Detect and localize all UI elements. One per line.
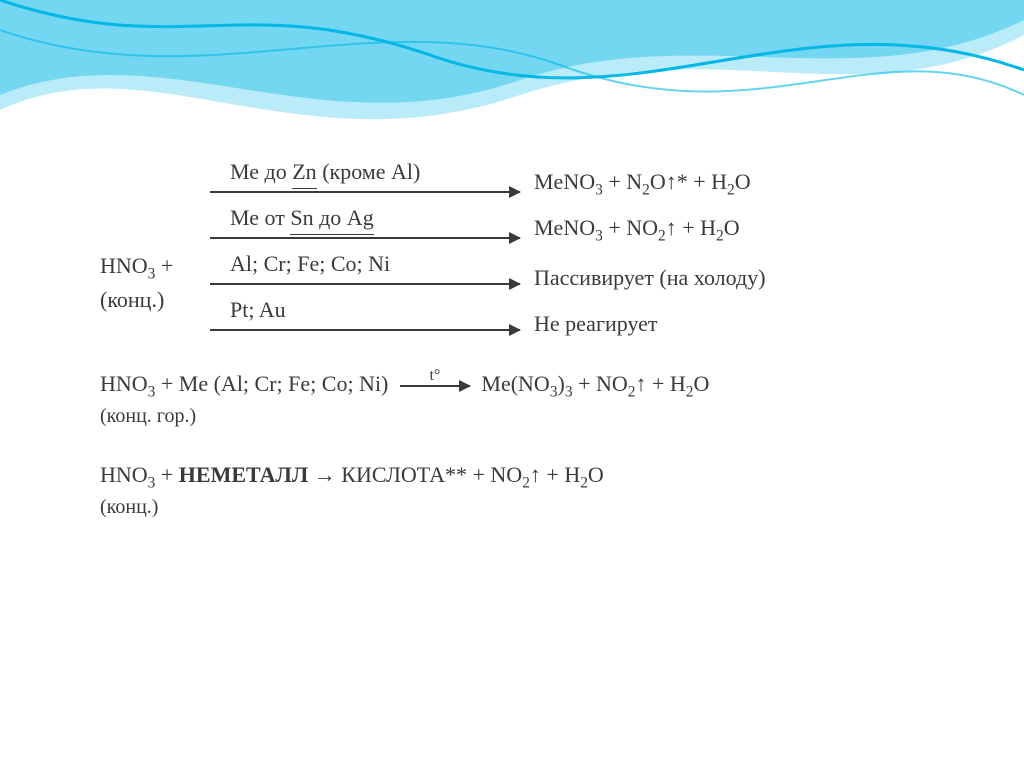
- branch-3-condition: Al; Cr; Fe; Co; Ni: [230, 249, 390, 279]
- arrow-icon: [210, 283, 520, 285]
- branch-4-product: Не реагирует: [520, 309, 930, 339]
- equation-2: HNO3 + Me (Al; Cr; Fe; Co; Ni) t° Me(NO3…: [100, 369, 930, 430]
- eq3-nonmetal: НЕМЕТАЛЛ: [179, 462, 308, 487]
- branch-1-product: MeNO3 + N2O↑* + H2O: [520, 167, 930, 201]
- eq3-arrow: →: [308, 462, 341, 487]
- branch-2-product: MeNO3 + NO2↑ + H2O: [520, 213, 930, 247]
- eq3-left: HNO3 +: [100, 462, 179, 487]
- main-scheme: HNO3 + (конц.) Ме до Zn (кроме Al) MeNO3…: [100, 155, 930, 339]
- branch-1: Ме до Zn (кроме Al) MeNO3 + N2O↑* + H2O: [210, 155, 930, 201]
- branch-1-condition: Ме до Zn (кроме Al): [230, 157, 420, 189]
- wave-decoration: [0, 0, 1024, 180]
- temperature-label: t°: [429, 365, 440, 387]
- branch-3-product: Пассивирует (на холоду): [520, 263, 930, 293]
- eq3-right: КИСЛОТА** + NO2↑ + H2O: [341, 462, 604, 487]
- equation-3: HNO3 + НЕМЕТАЛЛ → КИСЛОТА** + NO2↑ + H2O…: [100, 460, 930, 521]
- eq2-right: Me(NO3)3 + NO2↑ + H2O: [481, 371, 709, 396]
- chemistry-scheme: HNO3 + (конц.) Ме до Zn (кроме Al) MeNO3…: [100, 155, 930, 521]
- reactant-note: (конц.): [100, 285, 210, 315]
- eq2-note: (конц. гор.): [100, 403, 930, 430]
- branch-4: Pt; Au Не реагирует: [210, 293, 930, 339]
- arrow-icon: [210, 329, 520, 331]
- branch-2-condition: Ме от Sn до Ag: [230, 203, 374, 235]
- branch-2: Ме от Sn до Ag MeNO3 + NO2↑ + H2O: [210, 201, 930, 247]
- eq3-note: (конц.): [100, 494, 930, 521]
- arrow-icon: [210, 191, 520, 193]
- branch-3: Al; Cr; Fe; Co; Ni Пассивирует (на холод…: [210, 247, 930, 293]
- reactant-formula: HNO3 +: [100, 251, 210, 285]
- arrow-icon: [210, 237, 520, 239]
- eq2-left: HNO3 + Me (Al; Cr; Fe; Co; Ni): [100, 371, 388, 396]
- branch-4-condition: Pt; Au: [230, 295, 286, 325]
- arrow-icon: t°: [400, 385, 470, 387]
- reactant-column: HNO3 + (конц.): [100, 179, 210, 315]
